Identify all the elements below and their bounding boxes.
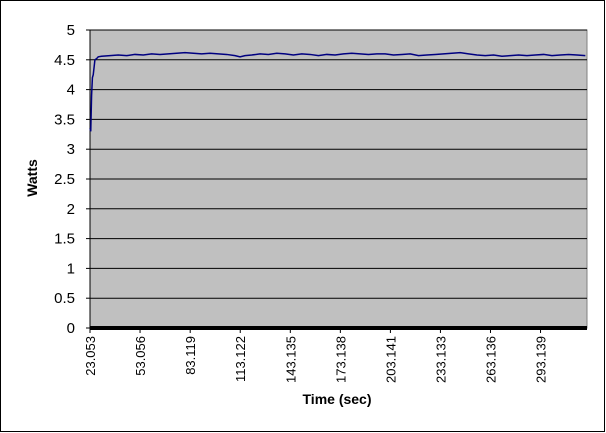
y-tick-label: 3 — [67, 141, 75, 158]
x-tick-label: 23.053 — [83, 336, 98, 376]
x-tick-label: 143.135 — [283, 336, 298, 383]
x-tick-label: 293.139 — [534, 336, 549, 383]
x-tick-label: 113.122 — [233, 336, 248, 382]
y-tick-label: 1 — [67, 260, 75, 277]
y-tick-label: 4 — [67, 82, 75, 99]
y-tick-label: 2.5 — [54, 171, 75, 188]
y-tick-label: 3.5 — [54, 111, 75, 128]
y-tick-label: 1.5 — [54, 231, 75, 248]
y-tick-label: 5 — [67, 22, 75, 39]
y-tick-label: 2 — [67, 201, 75, 218]
y-tick-label: 4.5 — [54, 52, 75, 69]
x-tick-label: 263.136 — [483, 336, 498, 383]
y-axis-title: Watts — [24, 159, 40, 197]
data-line — [89, 51, 586, 132]
x-tick-label: 83.119 — [183, 336, 198, 375]
x-tick-label: 233.133 — [433, 336, 448, 383]
x-tick-label: 203.141 — [383, 336, 398, 383]
x-axis-title: Time (sec) — [303, 391, 372, 407]
x-tick-label: 53.056 — [133, 336, 148, 376]
y-tick-label: 0 — [67, 320, 75, 337]
x-tick-label: 173.138 — [333, 336, 348, 383]
y-tick-label: 0.5 — [54, 290, 75, 307]
